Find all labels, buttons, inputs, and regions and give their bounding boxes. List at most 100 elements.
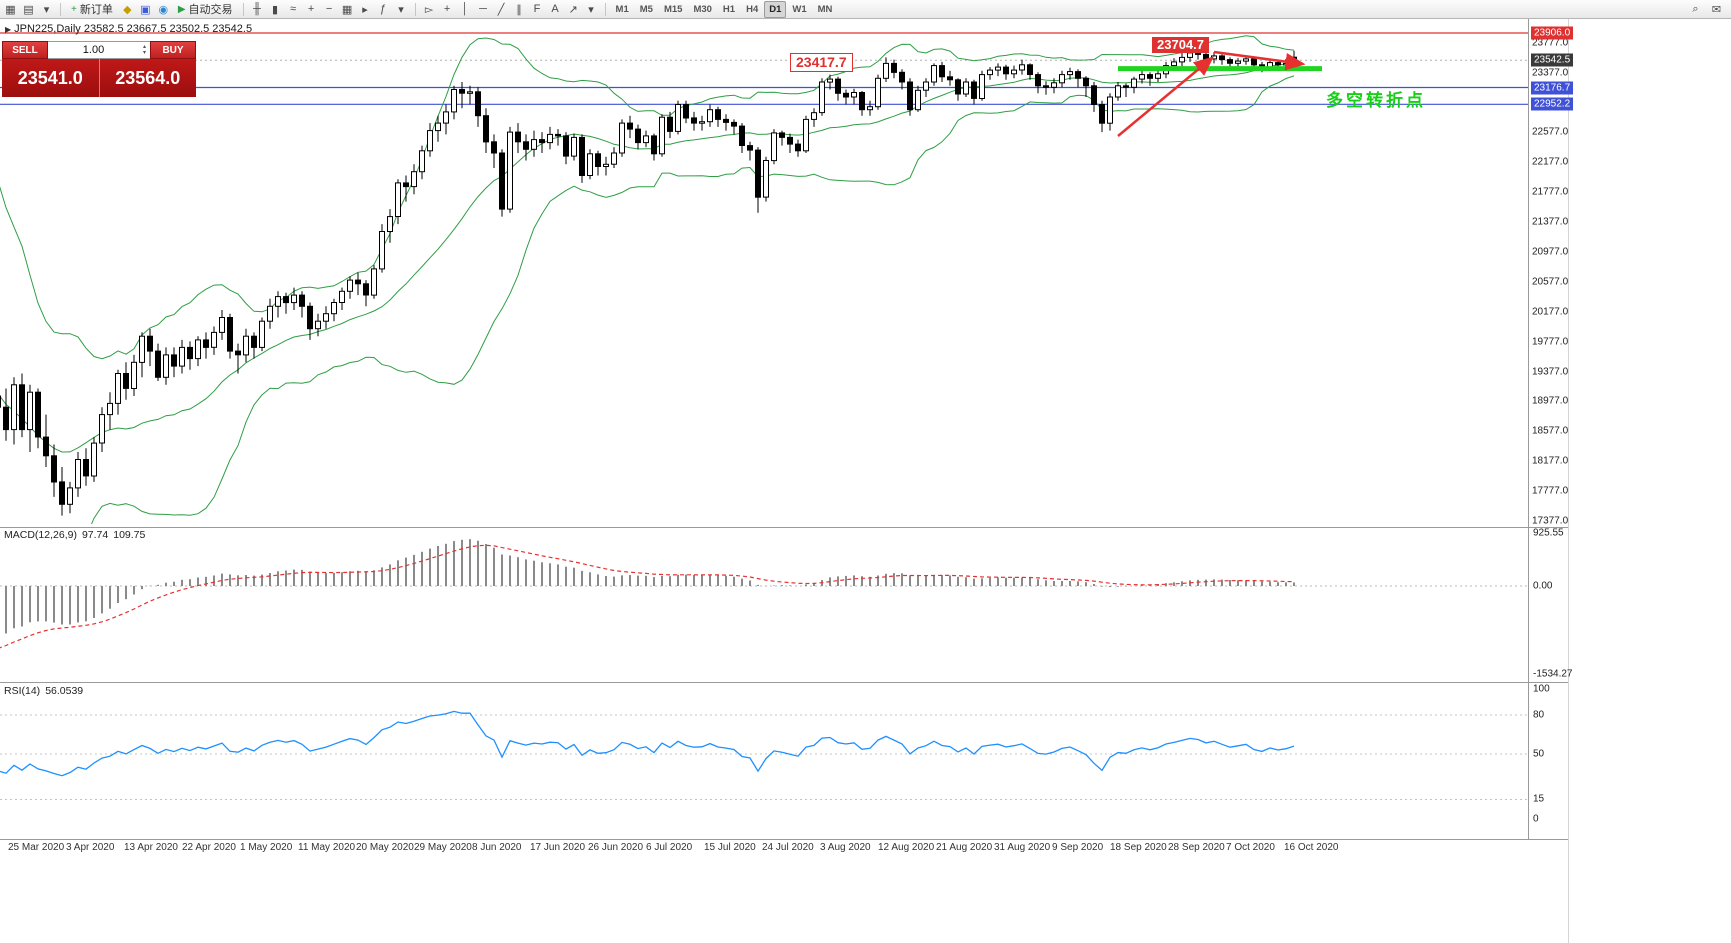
candle-body [1091, 85, 1097, 106]
bid-price[interactable]: 23541.0 [17, 67, 83, 88]
candle-body [523, 141, 529, 150]
candle-body [91, 442, 97, 477]
trendline-icon: ╱ [497, 3, 505, 16]
crosshair-icon[interactable]: + [439, 1, 456, 17]
new-chart-icon: ▦ [5, 3, 16, 16]
candlestick-chart-icon[interactable]: ▮ [267, 1, 284, 17]
market-icon[interactable]: ▣ [137, 1, 154, 17]
channel-icon[interactable]: ∥ [511, 1, 528, 17]
tf-m1[interactable]: M1 [611, 1, 634, 18]
candle-body [771, 132, 777, 162]
tf-h4[interactable]: H4 [741, 1, 763, 18]
candle-body [355, 279, 361, 285]
profiles-icon[interactable]: ▤ [20, 1, 37, 17]
horizontal-line-icon[interactable]: ─ [475, 1, 492, 17]
candle-body [715, 109, 721, 120]
macd-plot[interactable] [0, 539, 1528, 649]
tf-m15[interactable]: M15 [659, 1, 687, 18]
rsi-scale-15: 15 [1533, 793, 1545, 805]
buy-button[interactable]: BUY [150, 41, 196, 59]
cursor-icon[interactable]: ▻ [421, 1, 438, 17]
profiles-dropdown-icon[interactable]: ▾ [38, 1, 55, 17]
text-icon: A [551, 3, 559, 15]
chat-icon[interactable]: ✉ [1711, 3, 1722, 16]
price-level-label-23704[interactable]: 23704.7 [1152, 37, 1209, 53]
candle-body [147, 335, 153, 352]
candlestick-chart-icon: ▮ [272, 3, 279, 16]
candle-body [275, 296, 281, 307]
candle-body [723, 118, 729, 123]
candle-body [299, 294, 305, 307]
tile-windows-icon[interactable]: ▦ [339, 1, 356, 17]
tf-h1[interactable]: H1 [718, 1, 740, 18]
tf-mn[interactable]: MN [813, 1, 838, 18]
candle-body [67, 487, 73, 505]
shapes-dropdown-icon[interactable]: ▾ [583, 1, 600, 17]
zoom-out-icon[interactable]: − [321, 1, 338, 17]
date-label: 15 Jul 2020 [704, 842, 756, 853]
new-chart-icon[interactable]: ▦ [2, 1, 19, 17]
candle-body [691, 117, 697, 124]
periods-dropdown-icon[interactable]: ▾ [393, 1, 410, 17]
candle-body [875, 77, 881, 108]
trendline-icon[interactable]: ╱ [493, 1, 510, 17]
search-icon[interactable]: ⌕ [1692, 2, 1699, 15]
autotrade-icon: ▶ [177, 3, 186, 15]
indicators-icon[interactable]: ƒ [375, 1, 392, 17]
candle-body [35, 391, 41, 438]
zoom-in-icon[interactable]: + [303, 1, 320, 17]
chart-title: ▶ JPN225,Daily 23582.5 23667.5 23502.5 23… [5, 23, 252, 35]
candle-body [787, 136, 793, 145]
bar-chart-icon[interactable]: ╫ [249, 1, 266, 17]
candle-body [755, 149, 761, 198]
tf-d1[interactable]: D1 [764, 0, 787, 18]
date-axis[interactable]: 25 Mar 2020 3 Apr 2020 13 Apr 2020 22 Apr 2… [0, 842, 1731, 856]
volume-stepper[interactable]: ▴ ▾ [139, 44, 150, 56]
zoom-out-icon: − [325, 3, 333, 15]
price-level-label-23417[interactable]: 23417.7 [790, 53, 853, 72]
new-order-button[interactable]: + 新订单 [66, 1, 118, 17]
candle-body [83, 459, 89, 477]
candle-body [1203, 53, 1209, 60]
vertical-line-icon[interactable]: │ [457, 1, 474, 17]
price-plot[interactable] [0, 0, 1528, 641]
volume-input[interactable]: 1.00 ▴ ▾ [48, 41, 150, 59]
turning-point-note[interactable]: 多空转折点 [1326, 91, 1426, 110]
candle-body [1139, 74, 1145, 80]
text-icon[interactable]: A [547, 1, 564, 17]
expand-icon[interactable]: ▶ [5, 25, 12, 34]
candle-body [499, 152, 505, 210]
fibonacci-icon[interactable]: F [529, 1, 546, 17]
tf-m30[interactable]: M30 [688, 1, 716, 18]
candle-body [811, 112, 817, 120]
volume-value[interactable]: 1.00 [82, 44, 105, 56]
candle-body [955, 79, 961, 95]
tf-w1[interactable]: W1 [787, 1, 811, 18]
candle-body [315, 320, 321, 330]
line-chart-icon[interactable]: ≈ [285, 1, 302, 17]
candle-body [747, 145, 753, 151]
sell-button[interactable]: SELL [2, 41, 48, 59]
trend-arrow[interactable] [1117, 56, 1214, 137]
market-icon: ▣ [140, 3, 151, 16]
community-icon[interactable]: ◉ [155, 1, 172, 17]
autotrade-button[interactable]: ▶ 自动交易 [173, 1, 238, 17]
candle-body [1291, 56, 1297, 61]
date-label: 22 Apr 2020 [182, 842, 236, 853]
auto-scroll-icon: ▸ [362, 3, 368, 16]
volume-up-icon[interactable]: ▴ [142, 44, 146, 50]
auto-scroll-icon[interactable]: ▸ [357, 1, 374, 17]
rsi-plot[interactable] [0, 710, 1528, 800]
candle-body [475, 91, 481, 117]
volume-down-icon[interactable]: ▾ [142, 50, 146, 56]
candle-body [1059, 74, 1065, 84]
ask-price[interactable]: 23564.0 [115, 67, 181, 88]
trend-arrow[interactable] [1213, 50, 1306, 71]
price-scale[interactable]: 23777.023377.022977.022577.022177.021777… [1531, 19, 1574, 860]
tf-m5[interactable]: M5 [635, 1, 658, 18]
candle-body [627, 122, 633, 130]
date-label: 29 May 2020 [414, 842, 472, 853]
arrows-icon[interactable]: ↗ [565, 1, 582, 17]
metaeditor-icon[interactable]: ◆ [119, 1, 136, 17]
